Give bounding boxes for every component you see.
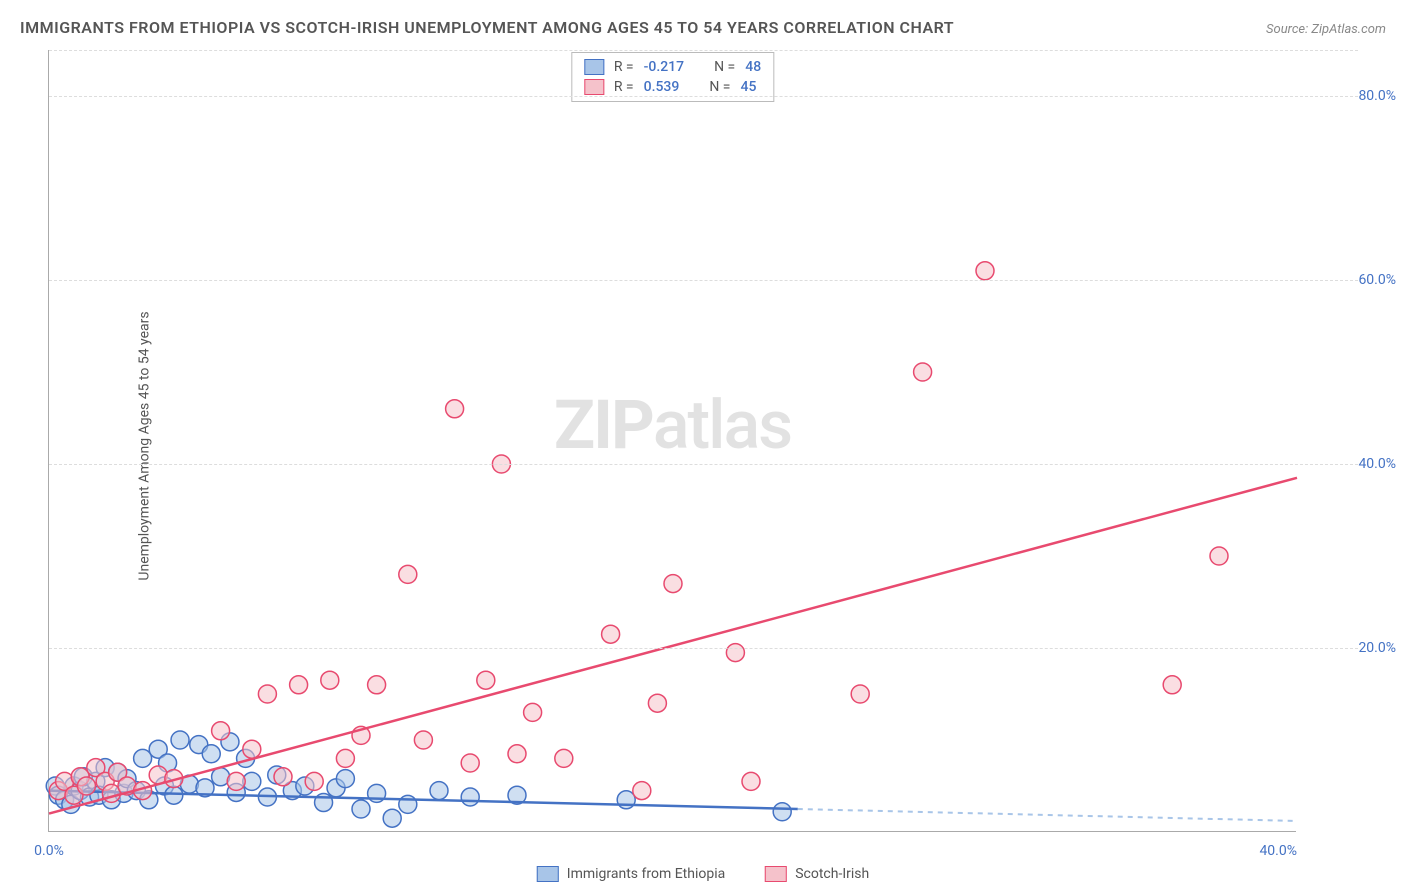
data-point <box>212 722 230 740</box>
data-point <box>383 809 401 827</box>
data-point <box>336 770 354 788</box>
plot-svg <box>49 50 1296 831</box>
legend-item-2: Scotch-Irish <box>765 866 869 882</box>
data-point <box>321 671 339 689</box>
legend-swatch-2 <box>765 866 787 882</box>
data-point <box>77 777 95 795</box>
data-point <box>1163 676 1181 694</box>
data-point <box>461 788 479 806</box>
data-point <box>742 772 760 790</box>
data-point <box>524 703 542 721</box>
grid-line <box>49 648 1358 649</box>
data-point <box>399 565 417 583</box>
data-point <box>368 676 386 694</box>
bottom-legend: Immigrants from Ethiopia Scotch-Irish <box>537 866 869 882</box>
data-point <box>602 625 620 643</box>
data-point <box>305 772 323 790</box>
legend-label-1: Immigrants from Ethiopia <box>567 866 725 882</box>
grid-line <box>49 280 1358 281</box>
data-point <box>633 782 651 800</box>
data-point <box>664 575 682 593</box>
data-point <box>477 671 495 689</box>
trend-line <box>49 478 1297 814</box>
data-point <box>171 731 189 749</box>
data-point <box>352 800 370 818</box>
data-point <box>274 768 292 786</box>
legend-label-2: Scotch-Irish <box>795 866 869 882</box>
plot-area: ZIPatlas R = -0.217 N = 48 R = 0.539 N =… <box>48 50 1296 832</box>
legend-swatch-1 <box>537 866 559 882</box>
chart-title: IMMIGRANTS FROM ETHIOPIA VS SCOTCH-IRISH… <box>20 18 954 37</box>
grid-line <box>49 50 1358 51</box>
data-point <box>446 400 464 418</box>
source-label: Source: ZipAtlas.com <box>1266 22 1386 37</box>
data-point <box>773 803 791 821</box>
data-point <box>851 685 869 703</box>
data-point <box>243 740 261 758</box>
data-point <box>726 644 744 662</box>
grid-line <box>49 96 1358 97</box>
data-point <box>648 694 666 712</box>
x-tick-label: 0.0% <box>34 843 64 859</box>
legend-item-1: Immigrants from Ethiopia <box>537 866 725 882</box>
y-tick-label: 80.0% <box>1306 88 1396 104</box>
data-point <box>555 749 573 767</box>
grid-line <box>49 464 1358 465</box>
data-point <box>227 772 245 790</box>
data-point <box>508 745 526 763</box>
data-point <box>914 363 932 381</box>
x-tick-label: 40.0% <box>1259 843 1297 859</box>
y-tick-label: 60.0% <box>1306 272 1396 288</box>
trend-line <box>49 791 798 809</box>
trend-line-extension <box>798 809 1297 821</box>
data-point <box>976 262 994 280</box>
y-tick-label: 20.0% <box>1306 640 1396 656</box>
data-point <box>336 749 354 767</box>
data-point <box>414 731 432 749</box>
data-point <box>1210 547 1228 565</box>
data-point <box>290 676 308 694</box>
data-point <box>202 745 220 763</box>
data-point <box>258 685 276 703</box>
data-point <box>165 786 183 804</box>
y-tick-label: 40.0% <box>1306 456 1396 472</box>
data-point <box>430 782 448 800</box>
data-point <box>461 754 479 772</box>
